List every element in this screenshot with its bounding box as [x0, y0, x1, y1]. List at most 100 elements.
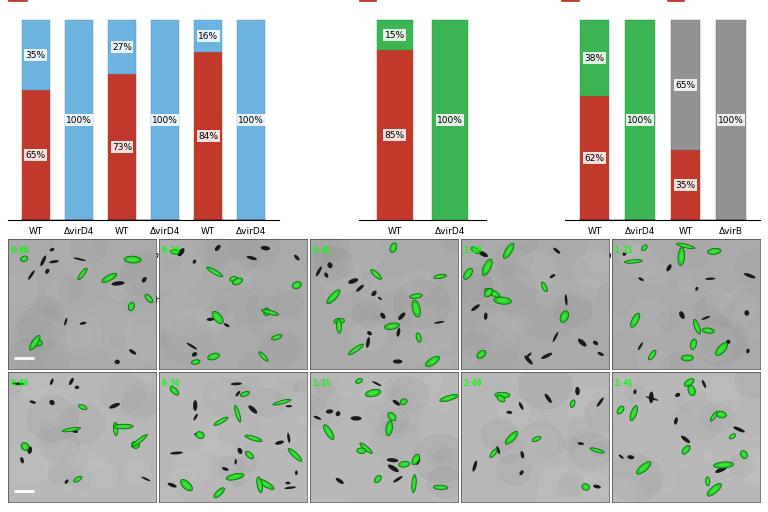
- Ellipse shape: [75, 478, 80, 481]
- Circle shape: [728, 453, 756, 477]
- Circle shape: [511, 228, 539, 252]
- Bar: [22, 90, 50, 220]
- Ellipse shape: [222, 467, 229, 471]
- Ellipse shape: [373, 271, 379, 278]
- Ellipse shape: [519, 402, 524, 410]
- Circle shape: [605, 315, 626, 333]
- Circle shape: [339, 365, 376, 398]
- Ellipse shape: [74, 386, 79, 389]
- Ellipse shape: [234, 280, 240, 283]
- Ellipse shape: [348, 279, 359, 284]
- Ellipse shape: [733, 426, 745, 433]
- Ellipse shape: [216, 490, 222, 496]
- Ellipse shape: [273, 336, 280, 339]
- Ellipse shape: [247, 256, 257, 260]
- Ellipse shape: [416, 333, 421, 342]
- Ellipse shape: [287, 433, 290, 443]
- Ellipse shape: [387, 458, 399, 462]
- Ellipse shape: [433, 485, 448, 490]
- Ellipse shape: [692, 341, 695, 348]
- Ellipse shape: [336, 411, 340, 416]
- Ellipse shape: [414, 456, 418, 463]
- Bar: [194, 52, 222, 220]
- Circle shape: [229, 385, 254, 407]
- Bar: [108, 74, 136, 220]
- Ellipse shape: [436, 275, 444, 278]
- Ellipse shape: [704, 329, 712, 332]
- Circle shape: [671, 237, 710, 270]
- Ellipse shape: [109, 403, 120, 409]
- Circle shape: [422, 337, 458, 368]
- Circle shape: [442, 235, 462, 252]
- Ellipse shape: [210, 269, 220, 275]
- Ellipse shape: [564, 294, 568, 306]
- Circle shape: [170, 452, 213, 488]
- Ellipse shape: [584, 485, 588, 489]
- Ellipse shape: [49, 260, 59, 263]
- Circle shape: [271, 432, 310, 465]
- Circle shape: [537, 465, 596, 512]
- Ellipse shape: [496, 446, 500, 454]
- Ellipse shape: [352, 346, 360, 353]
- Circle shape: [0, 372, 23, 395]
- Ellipse shape: [248, 436, 259, 440]
- Ellipse shape: [433, 274, 446, 279]
- Ellipse shape: [378, 297, 382, 300]
- Ellipse shape: [133, 443, 137, 447]
- Ellipse shape: [679, 311, 685, 319]
- Circle shape: [706, 288, 730, 309]
- Ellipse shape: [464, 268, 472, 280]
- Ellipse shape: [681, 436, 690, 443]
- Ellipse shape: [212, 311, 223, 324]
- Ellipse shape: [130, 304, 133, 309]
- Circle shape: [119, 312, 177, 361]
- Ellipse shape: [327, 262, 333, 268]
- Ellipse shape: [127, 258, 137, 261]
- Circle shape: [426, 466, 464, 498]
- Circle shape: [230, 474, 246, 487]
- Ellipse shape: [49, 400, 55, 405]
- Ellipse shape: [707, 248, 721, 254]
- Circle shape: [627, 300, 670, 336]
- Ellipse shape: [497, 395, 505, 402]
- Ellipse shape: [234, 459, 237, 464]
- Circle shape: [158, 227, 194, 258]
- Circle shape: [432, 355, 461, 380]
- Ellipse shape: [634, 390, 637, 394]
- Text: 1:15: 1:15: [313, 379, 331, 388]
- Ellipse shape: [393, 359, 402, 364]
- Circle shape: [736, 447, 768, 485]
- Ellipse shape: [478, 251, 488, 257]
- Text: 100%: 100%: [627, 116, 653, 125]
- Text: 1:15: 1:15: [614, 246, 633, 254]
- Ellipse shape: [482, 259, 492, 275]
- Circle shape: [432, 447, 459, 471]
- Circle shape: [205, 380, 228, 400]
- Ellipse shape: [388, 412, 396, 421]
- Ellipse shape: [242, 393, 248, 395]
- Text: 65%: 65%: [675, 81, 696, 90]
- Ellipse shape: [590, 448, 604, 453]
- Ellipse shape: [742, 452, 746, 457]
- Circle shape: [584, 237, 626, 273]
- Text: 38%: 38%: [584, 54, 604, 63]
- Ellipse shape: [575, 387, 580, 395]
- Circle shape: [743, 456, 768, 483]
- Ellipse shape: [170, 387, 179, 395]
- Ellipse shape: [114, 359, 120, 364]
- Circle shape: [166, 309, 218, 354]
- Circle shape: [351, 300, 382, 327]
- Circle shape: [624, 244, 645, 263]
- Ellipse shape: [313, 416, 321, 420]
- Ellipse shape: [498, 397, 503, 400]
- Circle shape: [574, 452, 630, 501]
- Circle shape: [25, 396, 79, 442]
- Ellipse shape: [740, 451, 747, 459]
- Ellipse shape: [386, 421, 392, 436]
- Ellipse shape: [230, 382, 242, 385]
- Ellipse shape: [578, 339, 587, 347]
- Ellipse shape: [80, 406, 85, 409]
- Circle shape: [219, 413, 262, 450]
- Ellipse shape: [632, 409, 636, 418]
- Ellipse shape: [398, 312, 406, 320]
